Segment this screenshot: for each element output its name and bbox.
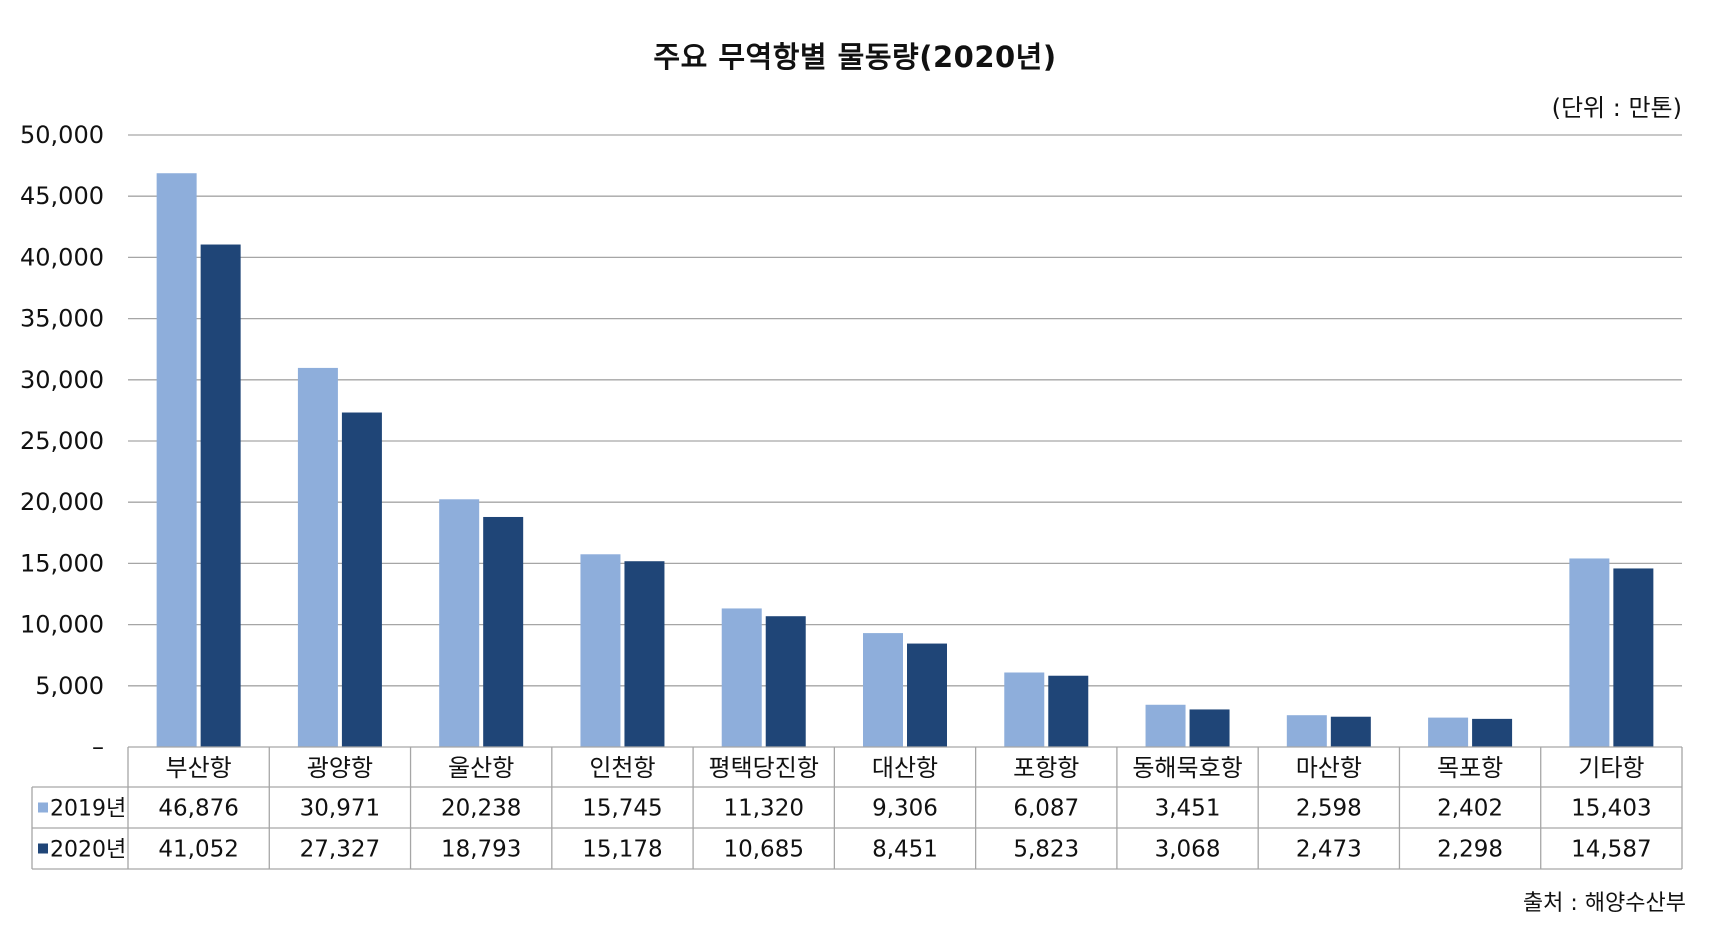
bars — [156, 173, 1654, 748]
y-tick-label: 20,000 — [20, 488, 104, 516]
category-label: 인천항 — [589, 754, 655, 782]
data-label: 2,473 — [1296, 837, 1362, 863]
data-label: 14,587 — [1571, 837, 1651, 863]
bar-series1 — [580, 554, 621, 747]
data-label: 6,087 — [1013, 796, 1079, 822]
category-label: 광양항 — [307, 754, 373, 782]
category-label: 마산항 — [1296, 754, 1362, 782]
bar-series1 — [156, 173, 197, 747]
bar-series1 — [1145, 704, 1186, 747]
data-label: 2,598 — [1296, 796, 1362, 822]
data-label: 30,971 — [300, 796, 380, 822]
y-tick-label: 40,000 — [20, 243, 104, 271]
data-label: 15,178 — [582, 837, 662, 863]
bar-series2 — [1330, 716, 1371, 747]
category-label: 포항항 — [1013, 754, 1079, 782]
gridlines — [128, 134, 1682, 687]
data-label: 2,298 — [1437, 837, 1503, 863]
bar-series2 — [907, 643, 947, 747]
category-label: 목포항 — [1437, 754, 1503, 782]
data-label: 10,685 — [723, 837, 803, 863]
data-table: 부산항 광양항 울산항 인천항 평택당진항 대산항 포항항 동해묵호항 마산항 목포항 기타항 201… — [31, 746, 1683, 870]
y-tick-label: 5,000 — [35, 672, 104, 700]
legend-key-series1 — [38, 802, 48, 813]
bar-series2 — [200, 244, 241, 748]
data-label: 3,068 — [1155, 837, 1221, 863]
bar-series2 — [341, 412, 382, 747]
bar-series2 — [1189, 709, 1230, 747]
data-label: 27,327 — [300, 837, 380, 863]
data-label: 15,403 — [1571, 796, 1651, 822]
bar-series2 — [1048, 675, 1089, 747]
category-label: 울산항 — [448, 754, 514, 782]
y-tick-label: – — [92, 733, 104, 761]
legend-label: 2019년 — [50, 797, 126, 822]
bar-series1 — [1569, 558, 1610, 747]
legend-key-series2 — [38, 843, 48, 854]
data-label: 18,793 — [441, 837, 521, 863]
bar-series1 — [1428, 717, 1469, 747]
data-label: 11,320 — [723, 796, 803, 822]
y-tick-label: 30,000 — [20, 366, 104, 394]
y-tick-label: 50,000 — [20, 121, 104, 149]
legend-label: 2020년 — [50, 838, 126, 863]
y-tick-label: 45,000 — [20, 182, 104, 210]
category-label: 동해묵호항 — [1132, 754, 1242, 782]
category-label: 부산항 — [166, 754, 232, 782]
y-tick-label: 25,000 — [20, 427, 104, 455]
bar-series1 — [1286, 715, 1327, 747]
bar-series1 — [721, 608, 762, 747]
source-label: 출처 : 해양수산부 — [1522, 891, 1686, 916]
data-label: 8,451 — [872, 837, 938, 863]
bar-series2 — [1472, 718, 1513, 747]
y-axis-ticks: – 5,000 10,000 15,000 20,000 25,000 30,000 35,0… — [20, 121, 104, 761]
bar-series2 — [624, 561, 665, 747]
category-label: 평택당진항 — [709, 754, 819, 782]
data-label: 3,451 — [1155, 796, 1221, 822]
category-label: 기타항 — [1578, 754, 1644, 782]
data-label: 15,745 — [582, 796, 662, 822]
data-label: 2,402 — [1437, 796, 1503, 822]
data-label: 9,306 — [872, 796, 938, 822]
data-label: 41,052 — [158, 837, 238, 863]
y-tick-label: 35,000 — [20, 305, 104, 333]
unit-label: (단위 : 만톤) — [1551, 94, 1682, 122]
bar-series1 — [863, 633, 903, 747]
bar-series2 — [1613, 568, 1654, 747]
bar-series1 — [439, 499, 480, 747]
data-label: 5,823 — [1013, 837, 1079, 863]
y-tick-label: 10,000 — [20, 611, 104, 639]
data-label: 20,238 — [441, 796, 521, 822]
bar-series1 — [1004, 672, 1045, 747]
bar-series2 — [765, 616, 806, 747]
bar-series2 — [483, 516, 524, 747]
data-label: 46,876 — [158, 796, 238, 822]
category-label: 대산항 — [872, 754, 938, 782]
y-tick-label: 15,000 — [20, 549, 104, 577]
chart-title: 주요 무역항별 물동량(2020년) — [653, 40, 1057, 74]
bar-series1 — [297, 367, 338, 747]
